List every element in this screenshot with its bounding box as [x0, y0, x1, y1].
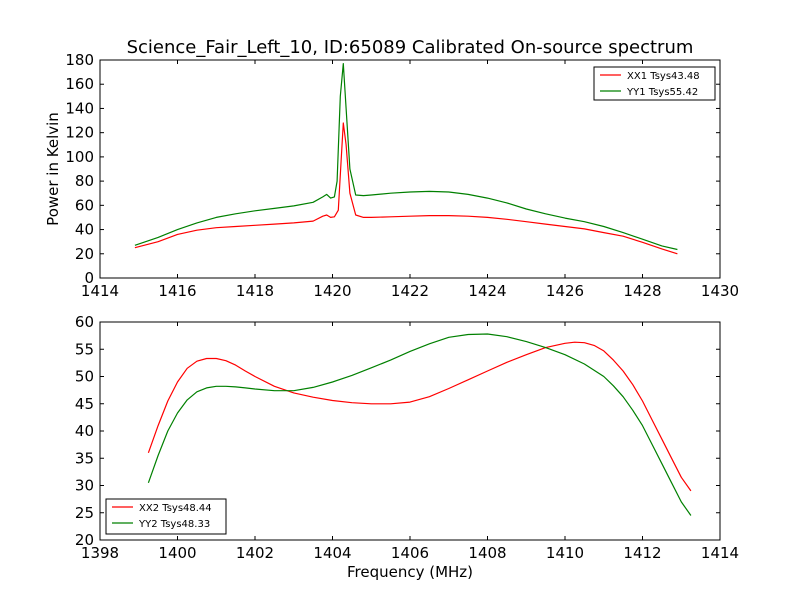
- x-tick-label: 1426: [546, 282, 584, 300]
- x-tick-label: 1422: [391, 282, 429, 300]
- legend-label: YY2 Tsys48.33: [138, 519, 210, 530]
- series-line-2-2: [147, 333, 692, 516]
- y-tick-label: 30: [75, 477, 94, 495]
- x-tick-label: 1412: [623, 544, 661, 562]
- series-line-1-1: [134, 122, 678, 255]
- x-tick-label: 1402: [236, 544, 274, 562]
- y-tick-label: 50: [75, 368, 94, 386]
- legend-label: YY1 Tsys55.42: [626, 87, 698, 98]
- y-tick-label: 100: [65, 148, 94, 166]
- x-tick-label: 1428: [623, 282, 661, 300]
- legend-label: XX1 Tsys43.48: [627, 71, 700, 82]
- series-line-2-1: [147, 341, 692, 492]
- y-tick-label: 20: [75, 245, 94, 263]
- y-tick-label: 0: [84, 269, 94, 287]
- x-tick-label: 1416: [158, 282, 196, 300]
- legend-box: [593, 66, 716, 101]
- x-tick-label: 1408: [468, 544, 506, 562]
- x-tick-label: 1404: [313, 544, 351, 562]
- x-tick-label: 1410: [546, 544, 584, 562]
- figure-title: Science_Fair_Left_10, ID:65089 Calibrate…: [127, 37, 694, 58]
- x-tick-label: 1398: [81, 544, 119, 562]
- legend-box: [105, 498, 227, 535]
- y-tick-label: 20: [75, 531, 94, 549]
- bottom-spectrum-plot: 1398 1400 1402 1404 1406 1408 1410 1412 1414 20 25…: [75, 313, 739, 581]
- y-tick-label: 45: [75, 395, 94, 413]
- y-axis-label: Power in Kelvin: [44, 112, 62, 226]
- x-tick-label: 1418: [236, 282, 274, 300]
- y-tick-label: 60: [75, 196, 94, 214]
- x-tick-label: 1424: [468, 282, 506, 300]
- series-line-1-2: [134, 62, 678, 251]
- x-axis-label: Frequency (MHz): [347, 563, 473, 581]
- y-tick-label: 40: [75, 422, 94, 440]
- legend-label: XX2 Tsys48.44: [139, 503, 212, 514]
- y-tick-label: 160: [65, 75, 94, 93]
- y-tick-label: 80: [75, 172, 94, 190]
- y-tick-label: 180: [65, 51, 94, 69]
- y-tick-label: 55: [75, 340, 94, 358]
- y-tick-label: 25: [75, 504, 94, 522]
- y-tick-label: 60: [75, 313, 94, 331]
- x-tick-label: 1414: [81, 282, 119, 300]
- x-tick-label: 1414: [701, 544, 739, 562]
- y-tick-label: 140: [65, 99, 94, 117]
- x-tick-label: 1406: [391, 544, 429, 562]
- top-spectrum-plot: 1414 1416 1418 1420 1422 1424 1426 1428 1430 0 20 4…: [44, 51, 739, 300]
- x-tick-label: 1400: [158, 544, 196, 562]
- y-tick-label: 40: [75, 221, 94, 239]
- x-tick-label: 1420: [313, 282, 351, 300]
- x-tick-label: 1430: [701, 282, 739, 300]
- y-tick-label: 120: [65, 124, 94, 142]
- y-tick-label: 35: [75, 449, 94, 467]
